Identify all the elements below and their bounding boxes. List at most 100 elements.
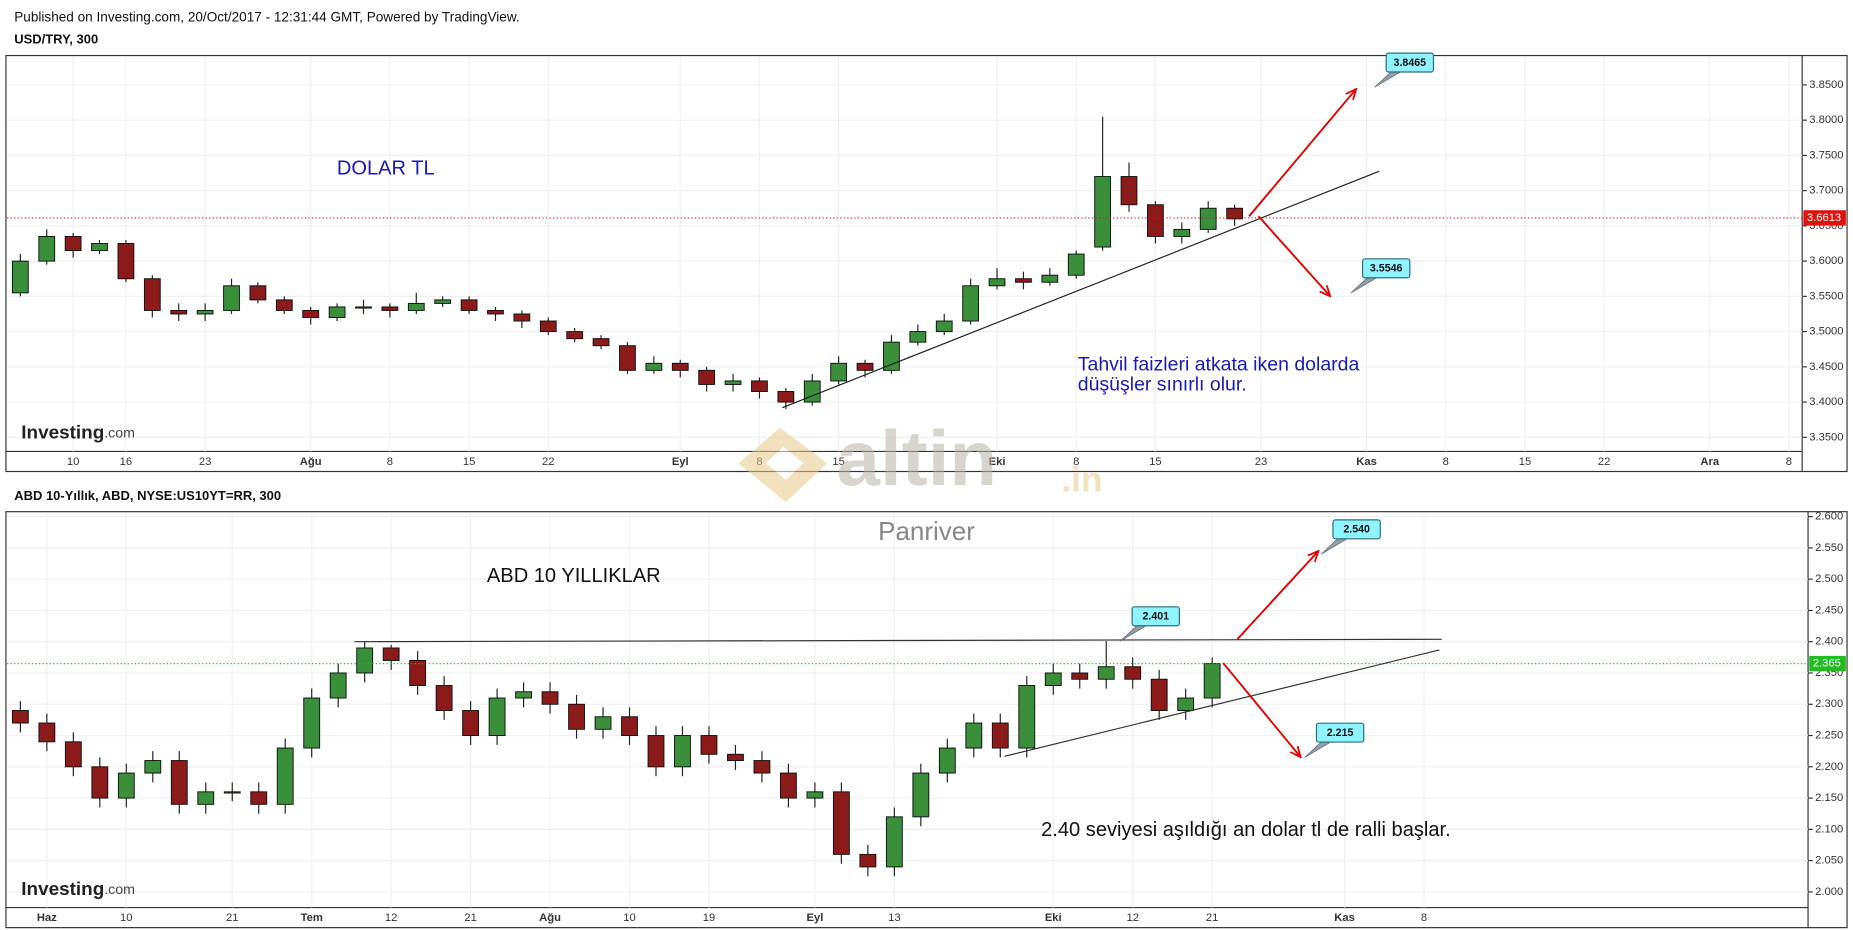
chart-title: USD/TRY, 300	[14, 32, 98, 47]
x-tick-label: 8	[1786, 456, 1792, 468]
x-tick-label: Eyl	[806, 912, 823, 924]
watermark-text: .in	[1061, 459, 1102, 499]
candle-body	[328, 306, 346, 318]
candle-body	[619, 345, 636, 371]
y-tick-label: 3.7500	[1809, 149, 1843, 161]
callout-label: 2.401	[1142, 611, 1169, 623]
candle-body	[117, 243, 135, 280]
x-tick-label: 13	[888, 912, 900, 924]
trend-line	[782, 170, 1380, 409]
candle-body	[698, 369, 716, 385]
y-tick-label: 2.250	[1815, 730, 1843, 742]
chart-panel: USD/TRY, 300 3.3500 3.4000 3.4500 3.5000 3.55…	[5, 32, 1848, 473]
x-tick-label: 10	[120, 912, 132, 924]
candle-body	[223, 285, 240, 311]
candle-body	[777, 391, 795, 403]
callout-box	[1131, 606, 1180, 627]
last-price-box	[1803, 210, 1846, 226]
x-tick-label: Kas	[1356, 456, 1377, 468]
x-tick-label: 15	[463, 456, 475, 468]
x-tick-label: 22	[1598, 456, 1610, 468]
logo: Investing.com	[21, 879, 135, 900]
candle-body	[779, 772, 797, 799]
y-tick-label: 3.4500	[1809, 361, 1843, 373]
x-tick-label: Ara	[1700, 456, 1719, 468]
candle-body	[1177, 697, 1195, 711]
candle-body	[912, 772, 930, 818]
x-tick-label: 22	[542, 456, 554, 468]
candle-body	[382, 647, 400, 661]
x-tick-label: 23	[1255, 456, 1267, 468]
candle-body	[381, 306, 399, 311]
candle-body	[513, 313, 531, 322]
logo-part: Investing	[21, 423, 104, 444]
annotation: DOLAR TL	[337, 157, 435, 179]
candle-body	[64, 741, 82, 768]
y-tick-label: 2.100	[1815, 823, 1843, 835]
x-tick-label: 21	[1206, 912, 1218, 924]
header: Published on Investing.com, 20/Oct/2017 …	[14, 9, 519, 24]
callout-label: 2.215	[1327, 727, 1354, 739]
y-tick-label: 3.7000	[1809, 185, 1843, 197]
candle-body	[674, 735, 691, 768]
last-price-label: 2.365	[1813, 658, 1841, 670]
x-tick-label: 21	[226, 912, 238, 924]
watermark: altin .in	[738, 414, 1103, 503]
logo-part: Investing	[21, 879, 104, 900]
trend-line	[1004, 649, 1440, 757]
candle-body	[1041, 274, 1059, 283]
callout-box	[1315, 722, 1365, 743]
chart-panel: ABD 10-Yıllık, ABD, NYSE:US10YT=RR, 300 2…	[5, 488, 1848, 929]
x-tick-label: Ağu	[300, 456, 322, 468]
candle-body	[38, 235, 56, 262]
x-tick-label: 19	[703, 912, 715, 924]
x-tick-label: Haz	[37, 912, 57, 924]
x-tick-label: Eyl	[672, 456, 689, 468]
y-tick-label: 2.550	[1815, 542, 1843, 554]
candle-body	[965, 722, 983, 749]
candle-body	[275, 299, 293, 311]
candle-body	[462, 710, 480, 737]
candle-body	[170, 760, 188, 805]
watermark-logo	[765, 446, 804, 480]
logo-part: .com	[104, 425, 135, 441]
x-tick-label: 8	[1421, 912, 1427, 924]
candle-body	[1124, 666, 1142, 680]
candle-body	[249, 285, 267, 301]
candle-body	[753, 760, 771, 774]
candle-body	[806, 791, 824, 799]
y-tick-label: 2.500	[1815, 573, 1843, 585]
candle-body	[515, 691, 532, 699]
candle-body	[539, 320, 557, 333]
candle-body	[11, 260, 29, 294]
candle-body	[724, 380, 742, 385]
y-tick-label: 3.8000	[1809, 114, 1843, 126]
candle-body	[1203, 663, 1221, 699]
arrow	[1257, 215, 1330, 295]
x-tick-label: 12	[1126, 912, 1138, 924]
annotation: Tahvil faizleri atkata iken dolarda	[1078, 353, 1360, 375]
candle-body	[11, 710, 29, 724]
y-tick-label: 3.4000	[1809, 396, 1843, 408]
candle-body	[1018, 685, 1036, 749]
candle-body	[1150, 678, 1168, 711]
callout-box	[1385, 52, 1435, 73]
y-tick-label: 2.450	[1815, 604, 1843, 616]
candle-body	[803, 380, 821, 403]
candle-body	[64, 235, 82, 252]
candle-body	[488, 697, 506, 737]
candle-body	[302, 309, 320, 318]
y-tick-label: 2.300	[1815, 698, 1843, 710]
y-tick-label: 3.5500	[1809, 290, 1843, 302]
candle-body	[435, 685, 453, 711]
y-tick-label: 2.050	[1815, 855, 1843, 867]
candle-body	[568, 703, 585, 730]
x-tick-label: 23	[199, 456, 211, 468]
logo: Investing.com	[21, 423, 135, 444]
candle-body	[223, 791, 241, 794]
logo-part: .com	[104, 882, 135, 898]
candle-body	[645, 362, 663, 371]
candle-body	[1147, 204, 1164, 237]
candle-body	[329, 672, 347, 699]
charts: USD/TRY, 300 3.3500 3.4000 3.4500 3.5000 3.55…	[5, 32, 1848, 929]
